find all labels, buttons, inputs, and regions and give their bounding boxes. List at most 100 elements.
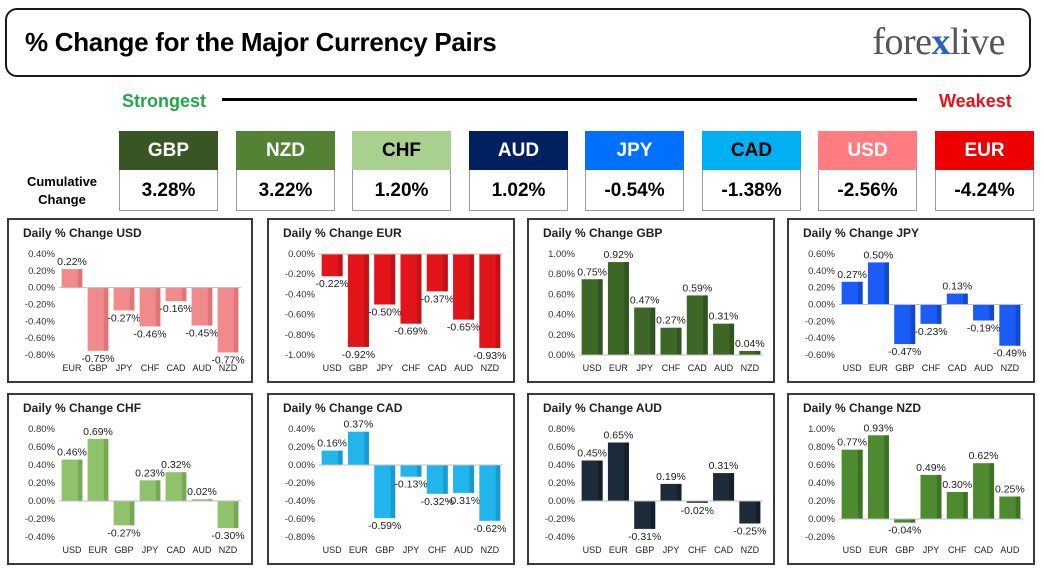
y-tick-label: 0.20%	[808, 496, 835, 507]
cumulative-value: -4.24%	[935, 170, 1034, 211]
data-label: 0.65%	[604, 430, 634, 442]
y-tick-label: -1.00%	[285, 350, 316, 361]
x-tick-label: JPY	[403, 545, 420, 555]
bar-aud	[713, 323, 735, 355]
x-tick-label: JPY	[663, 545, 680, 555]
data-label: 0.59%	[682, 282, 712, 294]
bar-shade	[676, 327, 682, 355]
data-label: -0.65%	[447, 322, 480, 334]
y-tick-label: 1.00%	[808, 424, 835, 435]
x-tick-label: EUR	[609, 363, 629, 373]
data-label: -0.92%	[342, 349, 375, 361]
x-tick-label: CAD	[428, 363, 448, 373]
bar-aud	[973, 304, 995, 321]
y-tick-label: -0.20%	[285, 269, 316, 280]
x-tick-label: CHF	[141, 363, 160, 373]
data-label: -0.32%	[421, 496, 454, 508]
bar-shade	[936, 474, 942, 519]
data-label: -0.31%	[628, 531, 661, 543]
bar-aud	[999, 496, 1021, 519]
bar-usd	[841, 449, 863, 519]
y-tick-label: 0.80%	[808, 442, 835, 453]
bar-shade	[729, 473, 735, 501]
bar-chf	[400, 254, 422, 324]
data-label: -0.02%	[681, 505, 714, 517]
bar-chf	[139, 287, 161, 327]
bar-eur	[61, 269, 83, 288]
data-label: 0.32%	[161, 459, 191, 471]
y-tick-label: -0.60%	[285, 514, 316, 525]
bar-shade	[129, 287, 135, 311]
y-tick-label: -0.20%	[285, 478, 316, 489]
y-tick-label: 0.00%	[548, 350, 575, 361]
x-tick-label: CAD	[974, 545, 994, 555]
x-tick-label: JPY	[142, 545, 159, 555]
bar-nzd	[999, 304, 1021, 346]
weakest-label: Weakest	[939, 91, 1012, 111]
currency-code: GBP	[119, 131, 218, 170]
chart-title: Daily % Change CAD	[283, 401, 403, 415]
bar-shade	[495, 254, 501, 348]
data-label: -0.69%	[394, 326, 427, 338]
chart-nzd: Daily % Change NZD 1.00% 0.80% 0.60% 0.40% 0.…	[787, 393, 1035, 565]
bar-chf	[946, 492, 968, 519]
data-label: -0.49%	[993, 348, 1026, 360]
x-tick-label: USD	[583, 363, 603, 373]
bar-shade	[936, 304, 942, 324]
x-tick-label: CHF	[922, 363, 941, 373]
x-tick-label: GBP	[88, 363, 107, 373]
chart-title: Daily % Change GBP	[543, 226, 663, 240]
currency-code: CHF	[352, 131, 451, 170]
cumulative-value: 1.20%	[352, 170, 451, 211]
bar-shade	[963, 293, 968, 305]
bar-usd	[581, 279, 603, 355]
bar-shade	[181, 472, 187, 501]
x-tick-label: CHF	[948, 545, 967, 555]
bar-nzd	[479, 465, 501, 521]
currency-code: USD	[818, 131, 917, 170]
bar-shade	[416, 465, 422, 477]
y-tick-label: 0.40%	[28, 249, 55, 260]
bar-aud	[191, 287, 213, 326]
y-tick-label: 0.20%	[28, 478, 55, 489]
bar-shade	[910, 304, 916, 345]
data-label: 0.19%	[656, 471, 686, 483]
bar-shade	[469, 465, 475, 493]
bar-shade	[338, 254, 343, 277]
bar-cad	[973, 463, 995, 519]
x-tick-label: GBP	[375, 545, 394, 555]
data-label: 0.45%	[577, 448, 607, 460]
currency-card-jpy: JPY -0.54%	[585, 131, 684, 211]
cumulative-change-label: Cumulative Change	[26, 174, 98, 207]
x-tick-label: AUD	[192, 545, 212, 555]
data-label: 0.93%	[864, 422, 894, 434]
y-tick-label: -0.40%	[285, 496, 316, 507]
bar-jpy	[400, 465, 422, 477]
bar-shade	[338, 450, 343, 465]
header-banner: % Change for the Major Currency Pairs fo…	[5, 8, 1031, 77]
bar-usd	[61, 459, 83, 501]
bar-shade	[77, 269, 83, 288]
y-tick-label: -0.20%	[545, 514, 576, 525]
y-tick-label: 0.60%	[548, 289, 575, 300]
bar-shade	[1015, 496, 1021, 519]
currency-code: AUD	[469, 131, 568, 170]
bar-chf	[686, 501, 708, 503]
chart-jpy: Daily % Change JPY 0.60% 0.40% 0.20% 0.00% -0…	[787, 218, 1035, 383]
x-tick-label: USD	[583, 545, 603, 555]
data-label: 0.31%	[709, 460, 739, 472]
y-tick-label: 0.00%	[808, 514, 835, 525]
x-tick-label: GBP	[895, 545, 914, 555]
chart-chf: Daily % Change CHF 0.80% 0.60% 0.40% 0.20% 0.…	[7, 393, 253, 565]
bar-nzd	[217, 287, 239, 353]
data-label: 0.92%	[604, 249, 634, 261]
bar-shade	[598, 460, 603, 501]
y-tick-label: -0.80%	[285, 532, 316, 543]
data-label: -0.62%	[473, 523, 506, 535]
data-label: 0.30%	[942, 479, 972, 491]
bar-gbp	[113, 501, 135, 526]
strongest-label: Strongest	[122, 91, 207, 111]
bar-nzd	[739, 501, 761, 524]
y-tick-label: 0.20%	[548, 478, 575, 489]
bar-shade	[650, 307, 656, 355]
